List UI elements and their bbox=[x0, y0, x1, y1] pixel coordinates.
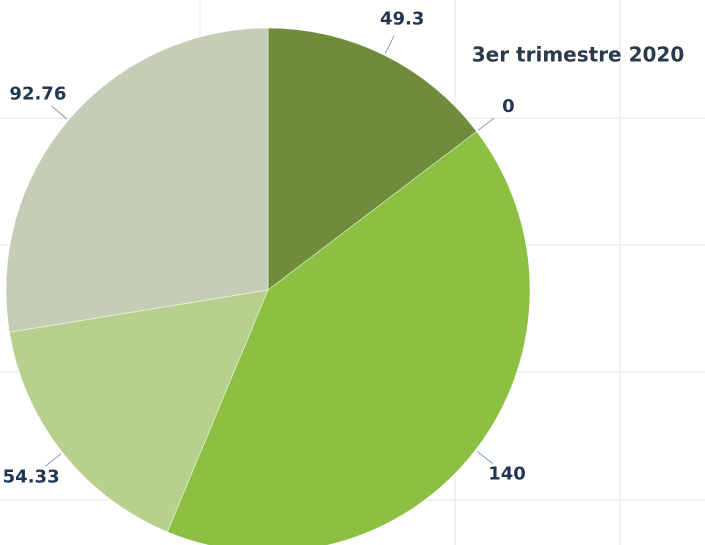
data-label: 92.76 bbox=[9, 83, 66, 104]
leader-line bbox=[44, 453, 62, 467]
data-label: 0 bbox=[502, 96, 515, 117]
leader-line bbox=[476, 450, 494, 464]
data-label: 49.3 bbox=[380, 8, 424, 29]
data-label: 54.33 bbox=[3, 466, 60, 487]
pie-slice bbox=[167, 131, 531, 545]
pie-slice bbox=[267, 27, 477, 291]
leader-line bbox=[477, 117, 495, 131]
pie-slice bbox=[9, 289, 269, 533]
leader-line bbox=[384, 35, 395, 54]
chart-title: 3er trimestre 2020 bbox=[472, 43, 685, 67]
leader-line bbox=[51, 105, 68, 120]
data-label: 140 bbox=[488, 464, 526, 485]
pie-slice bbox=[5, 27, 269, 333]
